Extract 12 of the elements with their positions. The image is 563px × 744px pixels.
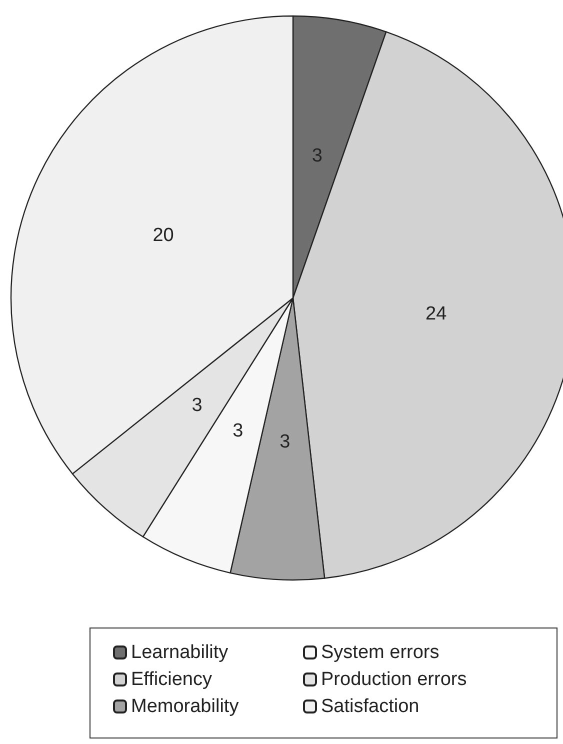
- legend-label: Learnability: [131, 642, 229, 663]
- data-label: 24: [426, 304, 448, 325]
- data-label: 3: [280, 431, 290, 452]
- data-label: 20: [152, 225, 174, 246]
- data-label: 3: [232, 420, 244, 442]
- legend-label: Efficiency: [131, 669, 212, 690]
- data-label: 3: [192, 394, 202, 416]
- data-label: 3: [312, 146, 322, 167]
- legend-label: System errors: [321, 642, 440, 663]
- legend-label: Memorability: [131, 696, 240, 717]
- legend-label: Satisfaction: [321, 696, 420, 717]
- legend-label: Production errors: [321, 669, 467, 690]
